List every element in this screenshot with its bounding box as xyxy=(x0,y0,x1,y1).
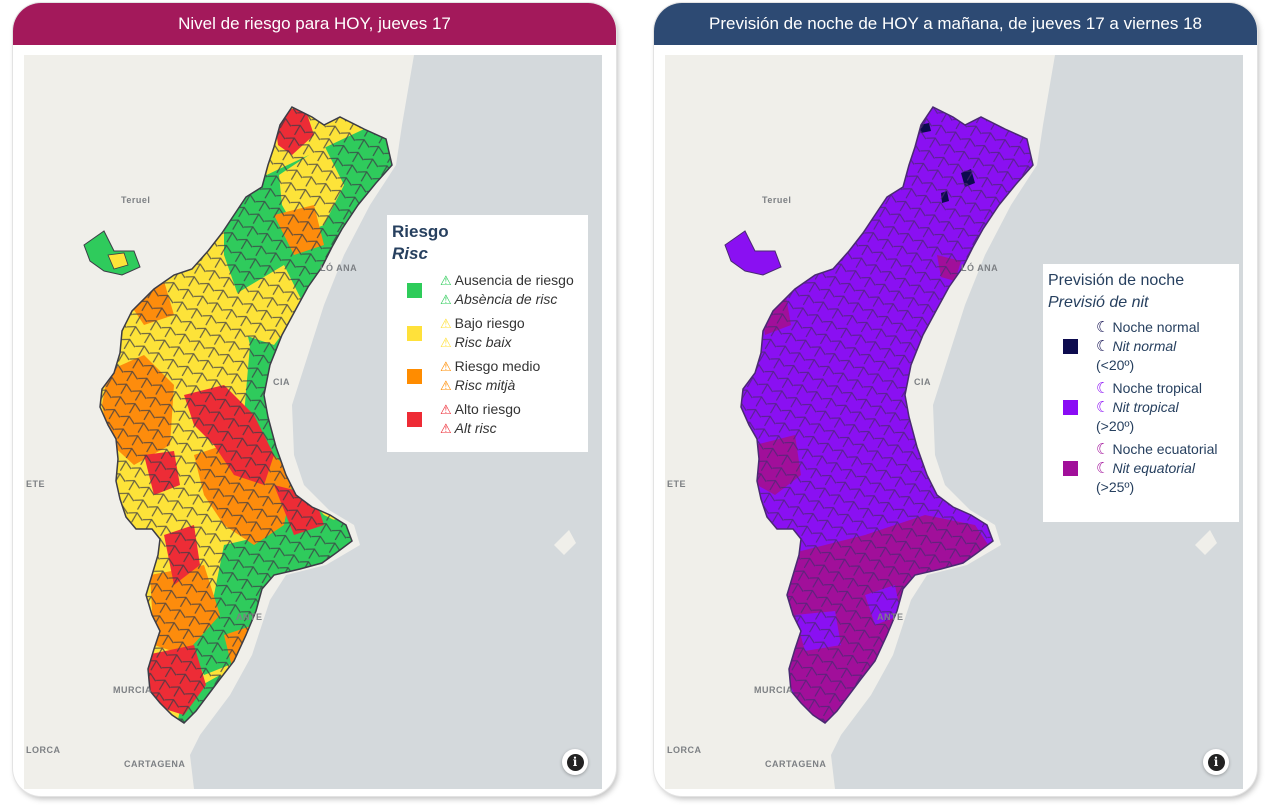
risk-legend-title: Riesgo xyxy=(392,222,449,241)
night-range: (>20º) xyxy=(1096,418,1135,434)
risk-legend-subtitle: Risc xyxy=(392,244,428,263)
legend-swatch xyxy=(1063,400,1078,415)
info-icon: i xyxy=(566,753,584,771)
warning-triangle-icon: ⚠ xyxy=(440,378,452,393)
risk-legend-item: ⚠ Bajo riesgo ⚠ Risc baix xyxy=(392,314,582,352)
night-legend-item: ☾ Noche normal ☾ Nit normal (<20º) xyxy=(1048,318,1233,375)
risk-legend-item: ⚠ Ausencia de riesgo ⚠ Absència de risc xyxy=(392,271,582,309)
legend-swatch xyxy=(407,368,422,384)
place-valencia: CIA xyxy=(914,377,931,387)
night-label: Noche ecuatorial xyxy=(1112,441,1218,457)
warning-triangle-icon: ⚠ xyxy=(440,402,452,417)
night-label: Noche normal xyxy=(1112,319,1200,335)
map-canvas[interactable] xyxy=(24,55,602,789)
place-cartagena: CARTAGENA xyxy=(765,759,827,769)
night-legend-item: ☾ Noche ecuatorial ☾ Nit equatorial (>25º) xyxy=(1048,440,1233,497)
place-cartagena: CARTAGENA xyxy=(124,759,186,769)
night-label: Noche tropical xyxy=(1112,380,1202,396)
crescent-moon-icon: ☾ xyxy=(1096,399,1110,416)
night-legend-item: ☾ Noche tropical ☾ Nit tropical (>20º) xyxy=(1048,379,1233,436)
risk-label-va: Absència de risc xyxy=(454,291,558,307)
crescent-moon-icon: ☾ xyxy=(1096,319,1110,336)
place-teruel: Teruel xyxy=(762,195,792,205)
night-legend-subtitle: Previsió de nit xyxy=(1048,294,1149,311)
risk-label-va: Risc mitjà xyxy=(454,377,516,393)
place-castello: LÓ ANA xyxy=(320,263,358,273)
risk-label-va: Risc baix xyxy=(454,334,512,350)
night-range: (>25º) xyxy=(1096,479,1135,495)
place-albacete: ETE xyxy=(667,479,687,489)
risk-map-title: Nivel de riesgo para HOY, jueves 17 xyxy=(13,3,616,45)
crescent-moon-icon: ☾ xyxy=(1096,441,1110,458)
risk-label: Riesgo medio xyxy=(454,358,541,374)
place-albacete: ETE xyxy=(26,479,46,489)
place-murcia: MURCIA xyxy=(113,685,152,695)
crescent-moon-icon: ☾ xyxy=(1096,380,1110,397)
risk-legend: Riesgo Risc ⚠ Ausencia de riesgo ⚠ Absència… xyxy=(387,215,588,452)
warning-triangle-icon: ⚠ xyxy=(440,273,452,288)
night-legend: Previsión de noche Previsió de nit ☾ Noch… xyxy=(1043,264,1239,522)
night-label-va: Nit tropical xyxy=(1112,399,1179,415)
night-legend-title: Previsión de noche xyxy=(1048,272,1185,289)
info-icon: i xyxy=(1207,753,1225,771)
night-label-va: Nit normal xyxy=(1112,338,1177,354)
risk-label-va: Alt risc xyxy=(454,420,497,436)
warning-triangle-icon: ⚠ xyxy=(440,359,452,374)
crescent-moon-icon: ☾ xyxy=(1096,338,1110,355)
place-teruel: Teruel xyxy=(121,195,151,205)
place-alacant: ANTE xyxy=(236,612,263,622)
warning-triangle-icon: ⚠ xyxy=(440,316,452,331)
legend-swatch xyxy=(1063,461,1078,476)
place-lorca: LORCA xyxy=(667,745,702,755)
map-info-button[interactable]: i xyxy=(562,749,588,775)
place-murcia: MURCIA xyxy=(754,685,793,695)
legend-swatch xyxy=(407,325,422,341)
night-label-va: Nit equatorial xyxy=(1112,460,1195,476)
warning-triangle-icon: ⚠ xyxy=(440,335,452,350)
risk-legend-item: ⚠ Riesgo medio ⚠ Risc mitjà xyxy=(392,357,582,395)
risk-label: Alto riesgo xyxy=(454,401,521,417)
risk-label: Ausencia de riesgo xyxy=(454,272,574,288)
legend-swatch xyxy=(407,411,422,427)
warning-triangle-icon: ⚠ xyxy=(440,421,452,436)
crescent-moon-icon: ☾ xyxy=(1096,460,1110,477)
place-alacant: ANTE xyxy=(877,612,904,622)
place-castello: LÓ ANA xyxy=(961,263,999,273)
risk-label: Bajo riesgo xyxy=(454,315,525,331)
place-lorca: LORCA xyxy=(26,745,61,755)
map-info-button[interactable]: i xyxy=(1203,749,1229,775)
night-map-title: Previsión de noche de HOY a mañana, de j… xyxy=(654,3,1257,45)
risk-legend-item: ⚠ Alto riesgo ⚠ Alt risc xyxy=(392,400,582,438)
warning-triangle-icon: ⚠ xyxy=(440,292,452,307)
night-range: (<20º) xyxy=(1096,357,1135,373)
place-valencia: CIA xyxy=(273,377,290,387)
legend-swatch xyxy=(1063,339,1078,354)
legend-swatch xyxy=(407,282,422,298)
